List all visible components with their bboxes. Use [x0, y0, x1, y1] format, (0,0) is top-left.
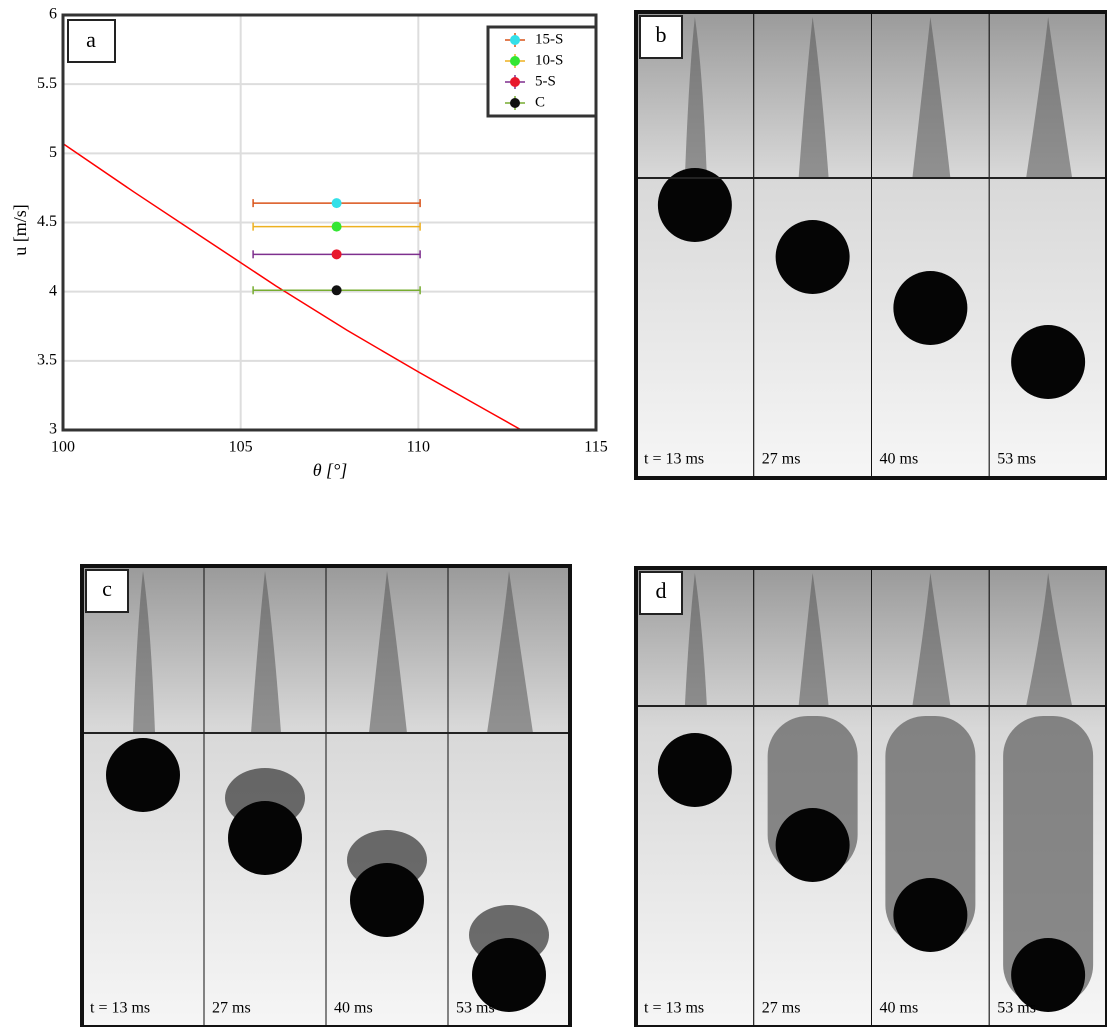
time-label: 27 ms — [762, 1000, 801, 1017]
x-tick-label: 105 — [229, 439, 253, 456]
sphere — [776, 220, 850, 294]
sphere — [658, 168, 732, 242]
legend-label: 15-S — [535, 31, 563, 47]
y-tick-label: 4 — [49, 282, 57, 299]
sphere — [350, 863, 424, 937]
x-tick-label: 100 — [51, 439, 75, 456]
legend-label: C — [535, 94, 545, 110]
plot: 3 3.5 4 4.5 5 5.5 6 100 105 110 115 15-S 10-S 5-S Ca — [37, 6, 608, 456]
time-label: t = 13 ms — [644, 1000, 704, 1017]
x-axis-label: θ [°] — [313, 460, 348, 480]
figure: θ [°] u [m/s] 3 3.5 4 4.5 5 5.5 6 100 105 110 115 1… — [0, 0, 1107, 1027]
legend-marker — [510, 77, 520, 87]
panel-label: c — [102, 576, 112, 601]
sphere — [1011, 325, 1085, 399]
legend-marker — [510, 35, 520, 45]
data-point — [332, 198, 342, 208]
time-label: 53 ms — [456, 1000, 495, 1017]
sphere — [228, 801, 302, 875]
time-label: 53 ms — [997, 451, 1036, 468]
y-tick-label: 6 — [49, 6, 57, 23]
panel-label: a — [86, 27, 96, 52]
time-label: 40 ms — [334, 1000, 373, 1017]
y-axis-label: u [m/s] — [10, 204, 30, 256]
sphere — [658, 733, 732, 807]
time-label: t = 13 ms — [644, 451, 704, 468]
sphere — [106, 738, 180, 812]
legend-label: 10-S — [535, 52, 563, 68]
data-point — [332, 249, 342, 259]
sphere — [776, 808, 850, 882]
y-tick-label: 3.5 — [37, 352, 57, 369]
time-label: 27 ms — [212, 1000, 251, 1017]
legend-marker — [510, 56, 520, 66]
data-point — [332, 222, 342, 232]
x-tick-label: 110 — [407, 439, 430, 456]
time-label: 40 ms — [880, 1000, 919, 1017]
time-label: 27 ms — [762, 451, 801, 468]
sphere — [893, 271, 967, 345]
time-label: 40 ms — [880, 451, 919, 468]
legend-marker — [510, 98, 520, 108]
legend-label: 5-S — [535, 73, 556, 89]
y-tick-label: 3 — [49, 421, 57, 438]
y-tick-label: 5 — [49, 144, 57, 161]
y-tick-label: 5.5 — [37, 75, 57, 92]
x-tick-label: 115 — [584, 439, 607, 456]
sphere — [893, 878, 967, 952]
time-label: 53 ms — [997, 1000, 1036, 1017]
time-label: t = 13 ms — [90, 1000, 150, 1017]
panel-label: d — [656, 578, 667, 603]
panel-label: b — [656, 22, 667, 47]
data-point — [332, 285, 342, 295]
y-tick-label: 4.5 — [37, 213, 57, 230]
